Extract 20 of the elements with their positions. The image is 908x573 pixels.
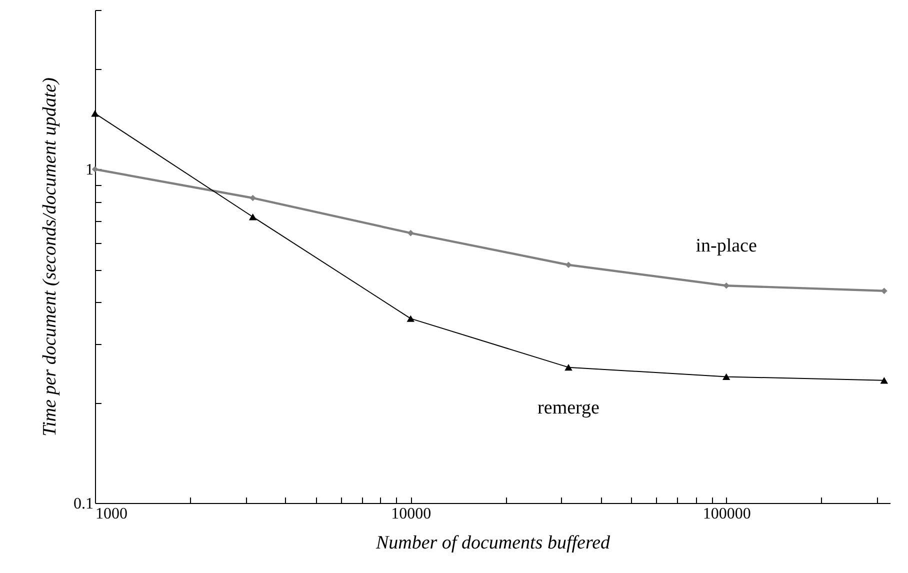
series-label: remerge [538, 397, 600, 418]
point [565, 262, 572, 268]
x-tick-label: 1000 [96, 506, 128, 522]
point [248, 214, 257, 220]
point [406, 315, 415, 322]
point [723, 282, 730, 289]
y-tick-label: 0.1 [74, 496, 94, 512]
x-tick-label: 10000 [391, 506, 432, 522]
x-tick-label: 100000 [702, 506, 751, 522]
point [880, 288, 888, 294]
point [880, 377, 888, 384]
x-axis-title: Number of documents buffered [374, 532, 611, 554]
y-axis-title: Time per document (seconds/document update) [40, 78, 60, 436]
point [250, 194, 256, 202]
series-label: in-place [696, 236, 757, 257]
point [91, 110, 99, 117]
y-tick-label: 1 [86, 162, 94, 179]
point [722, 373, 730, 380]
point [408, 230, 414, 236]
point [564, 364, 572, 371]
